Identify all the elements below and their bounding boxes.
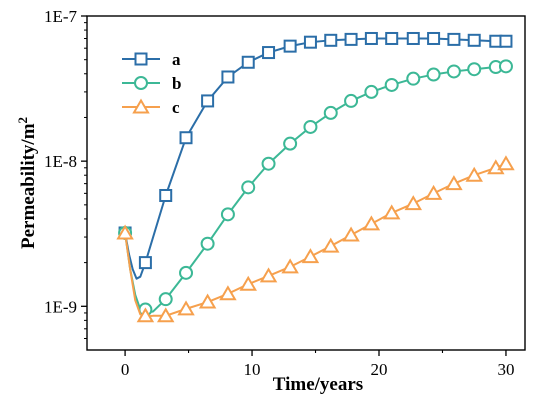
legend-item-a: a [122, 50, 181, 69]
x-tick-label: 30 [497, 360, 514, 379]
data-point-c [281, 258, 299, 274]
x-axis-title: Time/years [273, 374, 363, 395]
data-point-c [322, 237, 340, 253]
data-point-c [382, 204, 401, 220]
legend: abc [122, 50, 181, 117]
y-axis-title: Permeability/m2 [15, 117, 39, 249]
data-point-b [498, 59, 513, 74]
data-point-a [344, 32, 358, 46]
data-point-c [156, 307, 175, 323]
data-point-b [179, 265, 194, 280]
data-point-b [364, 84, 379, 99]
y-tick-label: 1E-7 [44, 7, 78, 26]
data-point-b [344, 93, 359, 108]
data-point-b [384, 77, 399, 92]
legend-item-b: b [122, 74, 181, 93]
series-a [118, 31, 513, 280]
data-point-c [198, 293, 217, 309]
data-point-a [283, 39, 297, 53]
data-point-c [177, 300, 195, 316]
legend-marker-b [134, 76, 148, 90]
data-point-a [406, 31, 420, 45]
x-tick-label: 20 [371, 360, 388, 379]
data-point-c [445, 175, 463, 191]
data-point-c [116, 224, 134, 240]
data-point-b [446, 64, 461, 79]
data-point-c [259, 267, 278, 283]
data-point-a [138, 256, 152, 270]
data-point-b [303, 119, 318, 134]
plot-frame [86, 15, 526, 351]
data-point-a [262, 46, 276, 60]
data-point-b [158, 292, 173, 307]
data-point-b [220, 207, 235, 222]
legend-marker-c [132, 98, 150, 114]
data-point-c [136, 307, 155, 323]
data-point-a [467, 33, 481, 47]
series-b [118, 59, 513, 317]
data-point-a [427, 31, 441, 45]
data-point-c [342, 226, 360, 242]
legend-label-a: a [172, 50, 181, 69]
data-point-b [261, 156, 276, 171]
data-point-a [324, 33, 338, 47]
data-point-a [499, 34, 513, 48]
data-point-c [219, 285, 237, 301]
x-tick-label: 10 [244, 360, 261, 379]
data-point-a [385, 31, 399, 45]
axes: 0 10 20 30 1E-9 1E-8 1E-7 [44, 7, 526, 379]
data-point-b [241, 180, 256, 195]
data-point-a [179, 131, 193, 145]
y-axis-title-base: Permeability/m [18, 123, 39, 249]
data-point-a [447, 32, 461, 46]
y-axis-title-superscript: 2 [15, 117, 30, 124]
y-tick-label: 1E-9 [44, 297, 77, 316]
legend-label-b: b [172, 74, 181, 93]
data-point-b [426, 67, 441, 82]
legend-marker-a [134, 52, 148, 66]
series-c [116, 155, 515, 323]
data-point-b [323, 105, 338, 120]
data-point-a [201, 94, 215, 108]
data-point-c [424, 184, 443, 200]
data-point-b [406, 71, 421, 86]
y-tick-label: 1E-8 [44, 152, 77, 171]
data-point-a [159, 188, 173, 202]
x-tick-label: 0 [121, 360, 130, 379]
data-point-a [364, 31, 378, 45]
data-point-a [221, 70, 235, 84]
data-point-b [283, 136, 298, 151]
series-group [116, 31, 515, 323]
data-point-c [404, 195, 423, 211]
data-point-c [497, 155, 515, 171]
legend-item-c: c [122, 98, 180, 117]
legend-label-c: c [172, 98, 180, 117]
data-point-c [465, 166, 483, 182]
data-point-c [239, 275, 257, 291]
data-point-c [301, 248, 320, 264]
data-point-b [467, 62, 482, 77]
data-point-c [362, 215, 381, 231]
data-point-a [241, 55, 255, 69]
data-point-a [303, 35, 317, 49]
data-point-b [200, 236, 215, 251]
